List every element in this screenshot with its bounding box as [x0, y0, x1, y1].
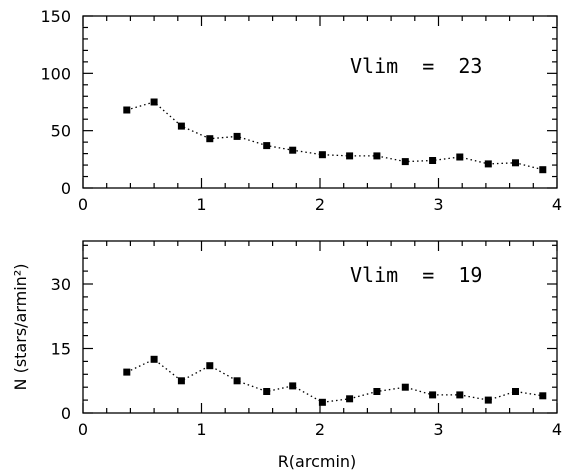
data-point — [263, 142, 271, 150]
data-point — [539, 392, 547, 400]
x-tick-label: 1 — [196, 195, 206, 214]
data-point — [512, 388, 519, 395]
data-point — [429, 391, 437, 399]
y-tick-label: 100 — [40, 64, 71, 83]
y-tick-label: 0 — [61, 179, 71, 198]
x-tick-label: 4 — [552, 195, 562, 214]
data-point — [373, 152, 381, 160]
x-tick-label: 0 — [78, 195, 88, 214]
points-bottom — [123, 355, 547, 406]
ticks-top — [82, 15, 558, 189]
data-point — [123, 368, 131, 376]
x-tick-label: 3 — [433, 420, 443, 439]
data-point — [346, 152, 354, 160]
series-line-bottom — [126, 358, 543, 403]
data-point — [539, 166, 547, 174]
points-top — [123, 98, 547, 174]
y-axis-label: N (stars/armin²) — [11, 264, 30, 391]
y-tick-label: 15 — [51, 340, 71, 359]
data-point — [429, 157, 437, 164]
data-point — [373, 388, 381, 395]
x-tick-label: 2 — [315, 420, 325, 439]
data-point — [177, 377, 185, 385]
data-point — [401, 383, 409, 391]
series-line-top — [126, 101, 543, 171]
data-point — [206, 362, 214, 370]
data-point — [318, 398, 326, 406]
data-point — [263, 388, 271, 395]
ticks-bottom — [82, 241, 558, 414]
annotation-top: Vlim = 23 — [350, 54, 482, 78]
data-point — [233, 132, 241, 140]
data-point — [123, 106, 131, 114]
x-tick-label: 3 — [433, 195, 443, 214]
y-tick-label: 50 — [51, 122, 71, 141]
data-point — [150, 355, 158, 363]
plot-frame-bottom — [82, 240, 558, 414]
x-tick-label: 0 — [78, 420, 88, 439]
y-tick-label: 0 — [61, 404, 71, 423]
data-point — [401, 158, 409, 166]
x-axis-label: R(arcmin) — [278, 452, 357, 470]
panel-bottom: 0 1 2 3 4 0 15 30 Vlim = 19 — [51, 240, 562, 439]
data-point — [456, 153, 464, 161]
data-point — [484, 160, 492, 168]
data-point — [318, 151, 326, 159]
data-point — [206, 135, 214, 143]
x-tick-label: 1 — [196, 420, 206, 439]
data-point — [177, 122, 185, 130]
data-point — [233, 377, 241, 385]
data-point — [484, 396, 492, 404]
data-point — [150, 98, 158, 106]
y-tick-label: 150 — [40, 7, 71, 26]
data-point — [289, 382, 297, 390]
annotation-bottom: Vlim = 19 — [350, 263, 482, 287]
data-point — [289, 146, 297, 154]
x-tick-label: 4 — [552, 420, 562, 439]
tick-labels-top: 0 1 2 3 4 0 50 100 150 — [40, 7, 562, 214]
panel-top: 0 1 2 3 4 0 50 100 150 Vlim = 23 — [40, 7, 562, 214]
tick-labels-bottom: 0 1 2 3 4 0 15 30 — [51, 275, 562, 439]
data-point — [512, 159, 519, 167]
y-tick-label: 30 — [51, 275, 71, 294]
data-point — [346, 395, 354, 403]
x-tick-label: 2 — [315, 195, 325, 214]
data-point — [456, 391, 464, 399]
